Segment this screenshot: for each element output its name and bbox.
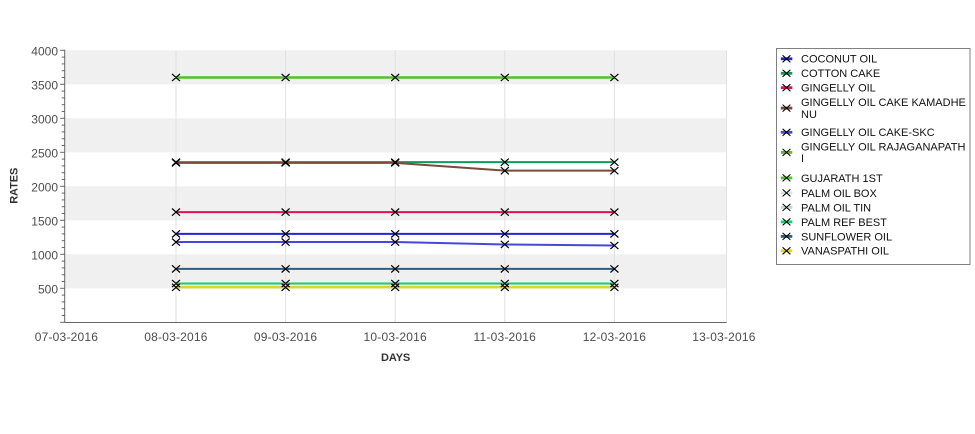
svg-text:GUJARATH 1ST: GUJARATH 1ST — [801, 173, 883, 185]
svg-text:PALM OIL TIN: PALM OIL TIN — [801, 202, 871, 214]
svg-text:COTTON CAKE: COTTON CAKE — [801, 68, 880, 80]
svg-text:2500: 2500 — [31, 146, 58, 160]
svg-text:07-03-2016: 07-03-2016 — [35, 330, 99, 344]
svg-text:NU: NU — [801, 109, 817, 121]
svg-text:10-03-2016: 10-03-2016 — [364, 330, 428, 344]
svg-text:3000: 3000 — [31, 112, 58, 126]
svg-text:PALM OIL BOX: PALM OIL BOX — [801, 188, 877, 200]
svg-text:2000: 2000 — [31, 180, 58, 194]
svg-text:1500: 1500 — [31, 214, 58, 228]
svg-text:GINGELLY OIL RAJAGANAPATH: GINGELLY OIL RAJAGANAPATH — [801, 141, 965, 153]
svg-text:I: I — [801, 153, 804, 165]
svg-text:RATES: RATES — [9, 168, 21, 204]
svg-text:GINGELLY OIL CAKE-SKC: GINGELLY OIL CAKE-SKC — [801, 127, 935, 139]
svg-text:12-03-2016: 12-03-2016 — [583, 330, 647, 344]
svg-text:08-03-2016: 08-03-2016 — [144, 330, 208, 344]
svg-text:1000: 1000 — [31, 248, 58, 262]
svg-text:COCONUT OIL: COCONUT OIL — [801, 54, 877, 66]
svg-text:VANASPATHI OIL: VANASPATHI OIL — [801, 246, 889, 258]
svg-text:09-03-2016: 09-03-2016 — [254, 330, 318, 344]
svg-text:DAYS: DAYS — [381, 352, 410, 364]
svg-text:3500: 3500 — [31, 78, 58, 92]
svg-text:PALM REF BEST: PALM REF BEST — [801, 217, 887, 229]
svg-text:11-03-2016: 11-03-2016 — [474, 330, 537, 344]
svg-text:GINGELLY OIL: GINGELLY OIL — [801, 83, 876, 95]
svg-text:GINGELLY OIL CAKE KAMADHE: GINGELLY OIL CAKE KAMADHE — [801, 97, 966, 109]
svg-text:500: 500 — [38, 282, 58, 296]
svg-text:4000: 4000 — [31, 44, 58, 58]
svg-text:SUNFLOWER OIL: SUNFLOWER OIL — [801, 231, 892, 243]
svg-text:13-03-2016: 13-03-2016 — [692, 330, 756, 344]
